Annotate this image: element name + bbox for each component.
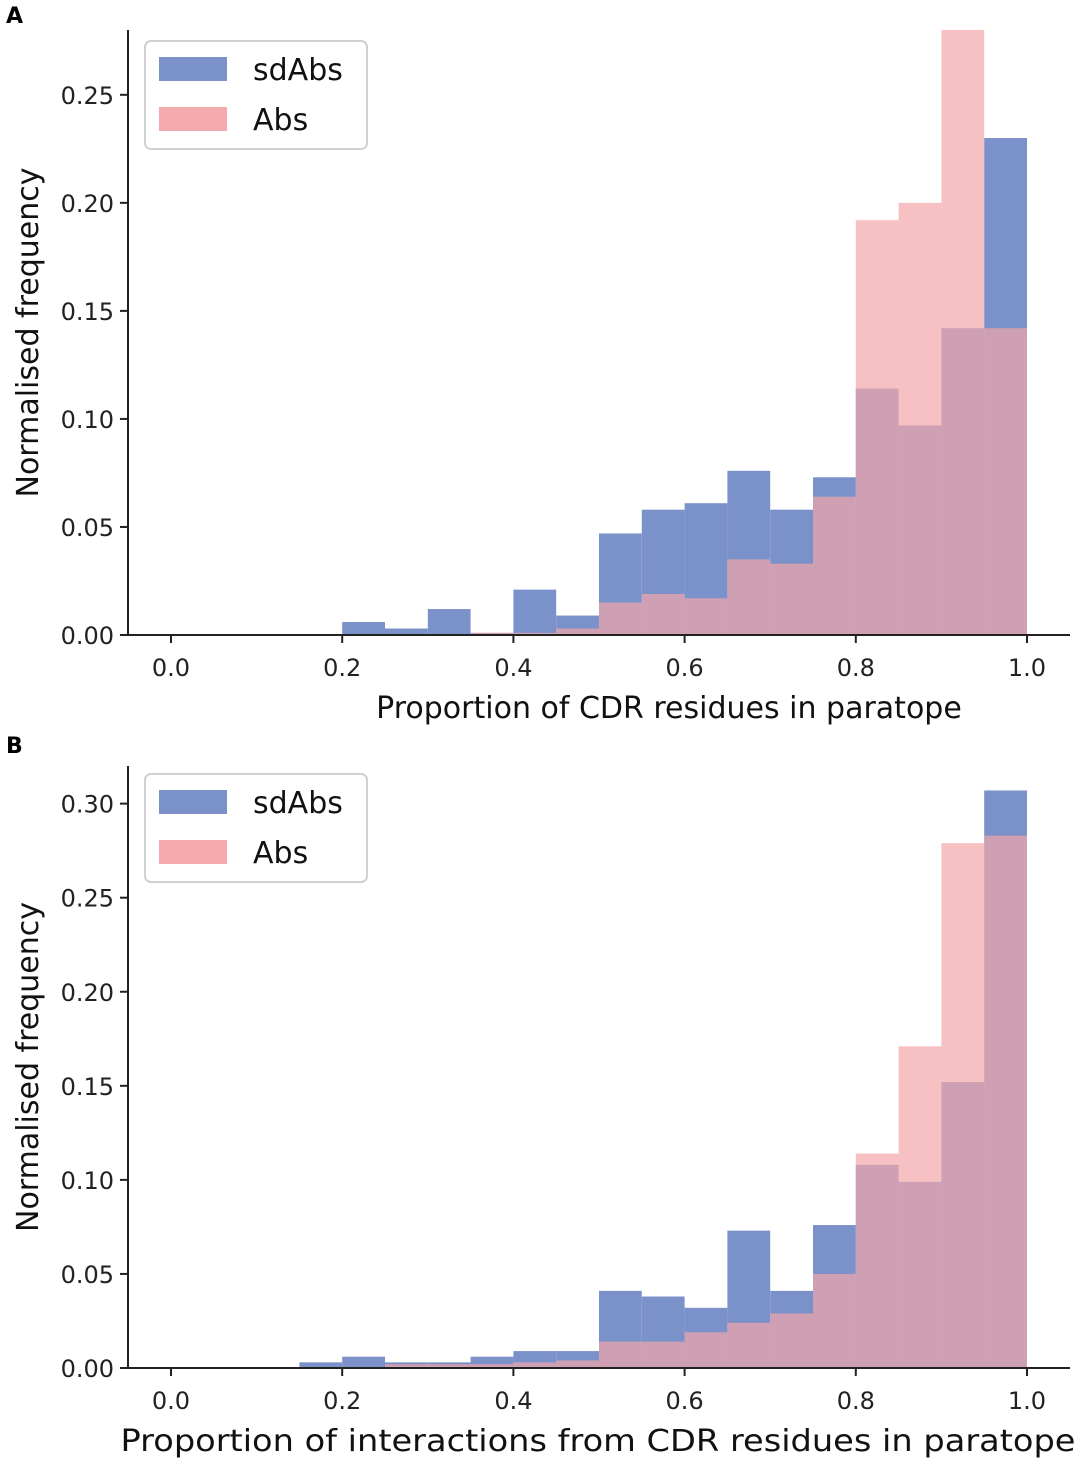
- y-tick-label: 0.20: [61, 190, 114, 218]
- y-tick-label: 0.05: [61, 514, 114, 542]
- x-tick-label: 0.2: [323, 1387, 361, 1415]
- histogram-bar-abs: [984, 328, 1027, 635]
- x-tick-label: 1.0: [1008, 1387, 1046, 1415]
- panel-label: B: [6, 734, 23, 759]
- y-tick-label: 0.00: [61, 622, 114, 650]
- legend: sdAbs Abs: [144, 40, 368, 150]
- legend-label-sdabs: sdAbs: [253, 786, 343, 821]
- y-axis-label: Normalised frequency: [11, 902, 46, 1232]
- series-abs: [385, 835, 1027, 1368]
- y-tick-label: 0.30: [61, 791, 114, 819]
- x-tick-label: 0.4: [494, 654, 532, 682]
- legend: sdAbs Abs: [144, 773, 368, 883]
- y-tick-label: 0.10: [61, 406, 114, 434]
- legend-label-abs: Abs: [253, 836, 308, 871]
- histogram-bar-sdabs: [385, 628, 428, 635]
- histogram-bar-abs: [727, 559, 771, 635]
- y-tick-label: 0.00: [61, 1355, 114, 1383]
- histogram-bar-abs: [855, 220, 899, 635]
- histogram-bar-sdabs: [342, 1356, 385, 1368]
- legend-label-abs: Abs: [253, 103, 308, 138]
- histogram-bar-abs: [599, 602, 642, 635]
- legend-swatch-abs: [159, 840, 227, 864]
- y-tick-label: 0.25: [61, 885, 114, 913]
- histogram-bar-abs: [984, 835, 1027, 1368]
- y-tick-label: 0.25: [61, 82, 114, 110]
- histogram-bar-abs: [898, 1046, 942, 1368]
- histogram-bar-abs: [727, 1322, 771, 1368]
- x-axis-label: Proportion of interactions from CDR resi…: [121, 1424, 1076, 1459]
- panel-a: A 0.0 0.2 0.4 0.6 0.8 1.0 0.00 0.05 0.10 0.15 0.20…: [6, 4, 1070, 726]
- histogram-bar-sdabs: [513, 589, 557, 635]
- x-tick-label: 0.8: [837, 1387, 875, 1415]
- x-tick-label: 0.0: [152, 1387, 190, 1415]
- series-abs: [470, 30, 1027, 635]
- y-tick-label: 0.05: [61, 1261, 114, 1289]
- histogram-bar-abs: [513, 632, 557, 635]
- histogram-bar-abs: [470, 1364, 514, 1368]
- y-tick-label: 0.20: [61, 979, 114, 1007]
- y-tick-label: 0.15: [61, 1073, 114, 1101]
- y-axis-label: Normalised frequency: [11, 167, 46, 497]
- histogram-bar-abs: [855, 1153, 899, 1368]
- histogram-bar-abs: [770, 563, 813, 635]
- histogram-bar-sdabs: [427, 609, 471, 635]
- histogram-bar-abs: [898, 202, 942, 635]
- histogram-bar-abs: [599, 1341, 642, 1368]
- panel-label: A: [6, 4, 24, 29]
- histogram-bar-abs: [813, 1273, 856, 1368]
- legend-swatch-abs: [159, 107, 227, 131]
- x-tick-label: 0.4: [494, 1387, 532, 1415]
- histogram-bar-abs: [513, 1362, 557, 1368]
- x-tick-label: 1.0: [1008, 654, 1046, 682]
- histogram-bar-abs: [941, 30, 985, 635]
- x-tick-label: 0.6: [666, 1387, 704, 1415]
- histogram-bar-abs: [470, 632, 514, 635]
- histogram-bar-abs: [641, 1341, 685, 1368]
- x-tick-label: 0.2: [323, 654, 361, 682]
- histogram-bar-abs: [684, 598, 728, 635]
- x-axis-label: Proportion of CDR residues in paratope: [376, 691, 962, 726]
- histogram-bar-abs: [813, 496, 856, 635]
- histogram-bar-abs: [427, 1364, 471, 1368]
- histogram-bar-abs: [941, 843, 985, 1368]
- histogram-bar-sdabs: [342, 622, 385, 635]
- histogram-bar-abs: [770, 1313, 813, 1368]
- legend-label-sdabs: sdAbs: [253, 53, 343, 88]
- histogram-bar-abs: [641, 593, 685, 635]
- histogram-bar-sdabs: [299, 1362, 343, 1368]
- legend-swatch-sdabs: [159, 57, 227, 81]
- legend-swatch-sdabs: [159, 790, 227, 814]
- histogram-chart-b: 0.0 0.2 0.4 0.6 0.8 1.0 0.00 0.05 0.10 0.15 0.20 0.…: [11, 766, 1076, 1459]
- histogram-bar-abs: [556, 628, 599, 635]
- histogram-bar-abs: [684, 1332, 728, 1368]
- histogram-bar-sdabs: [470, 1356, 514, 1368]
- x-tick-label: 0.8: [837, 654, 875, 682]
- x-tick-label: 0.0: [152, 654, 190, 682]
- histogram-bar-abs: [385, 1364, 428, 1368]
- histogram-bar-abs: [556, 1360, 599, 1368]
- y-tick-label: 0.10: [61, 1167, 114, 1195]
- histogram-chart-a: 0.0 0.2 0.4 0.6 0.8 1.0 0.00 0.05 0.10 0.15 0.20 0.…: [11, 30, 1070, 726]
- y-tick-label: 0.15: [61, 298, 114, 326]
- panel-b: B 0.0 0.2 0.4 0.6 0.8 1.0 0.00 0.05 0.10 0.15 0.20…: [0, 730, 1080, 1460]
- x-tick-label: 0.6: [666, 654, 704, 682]
